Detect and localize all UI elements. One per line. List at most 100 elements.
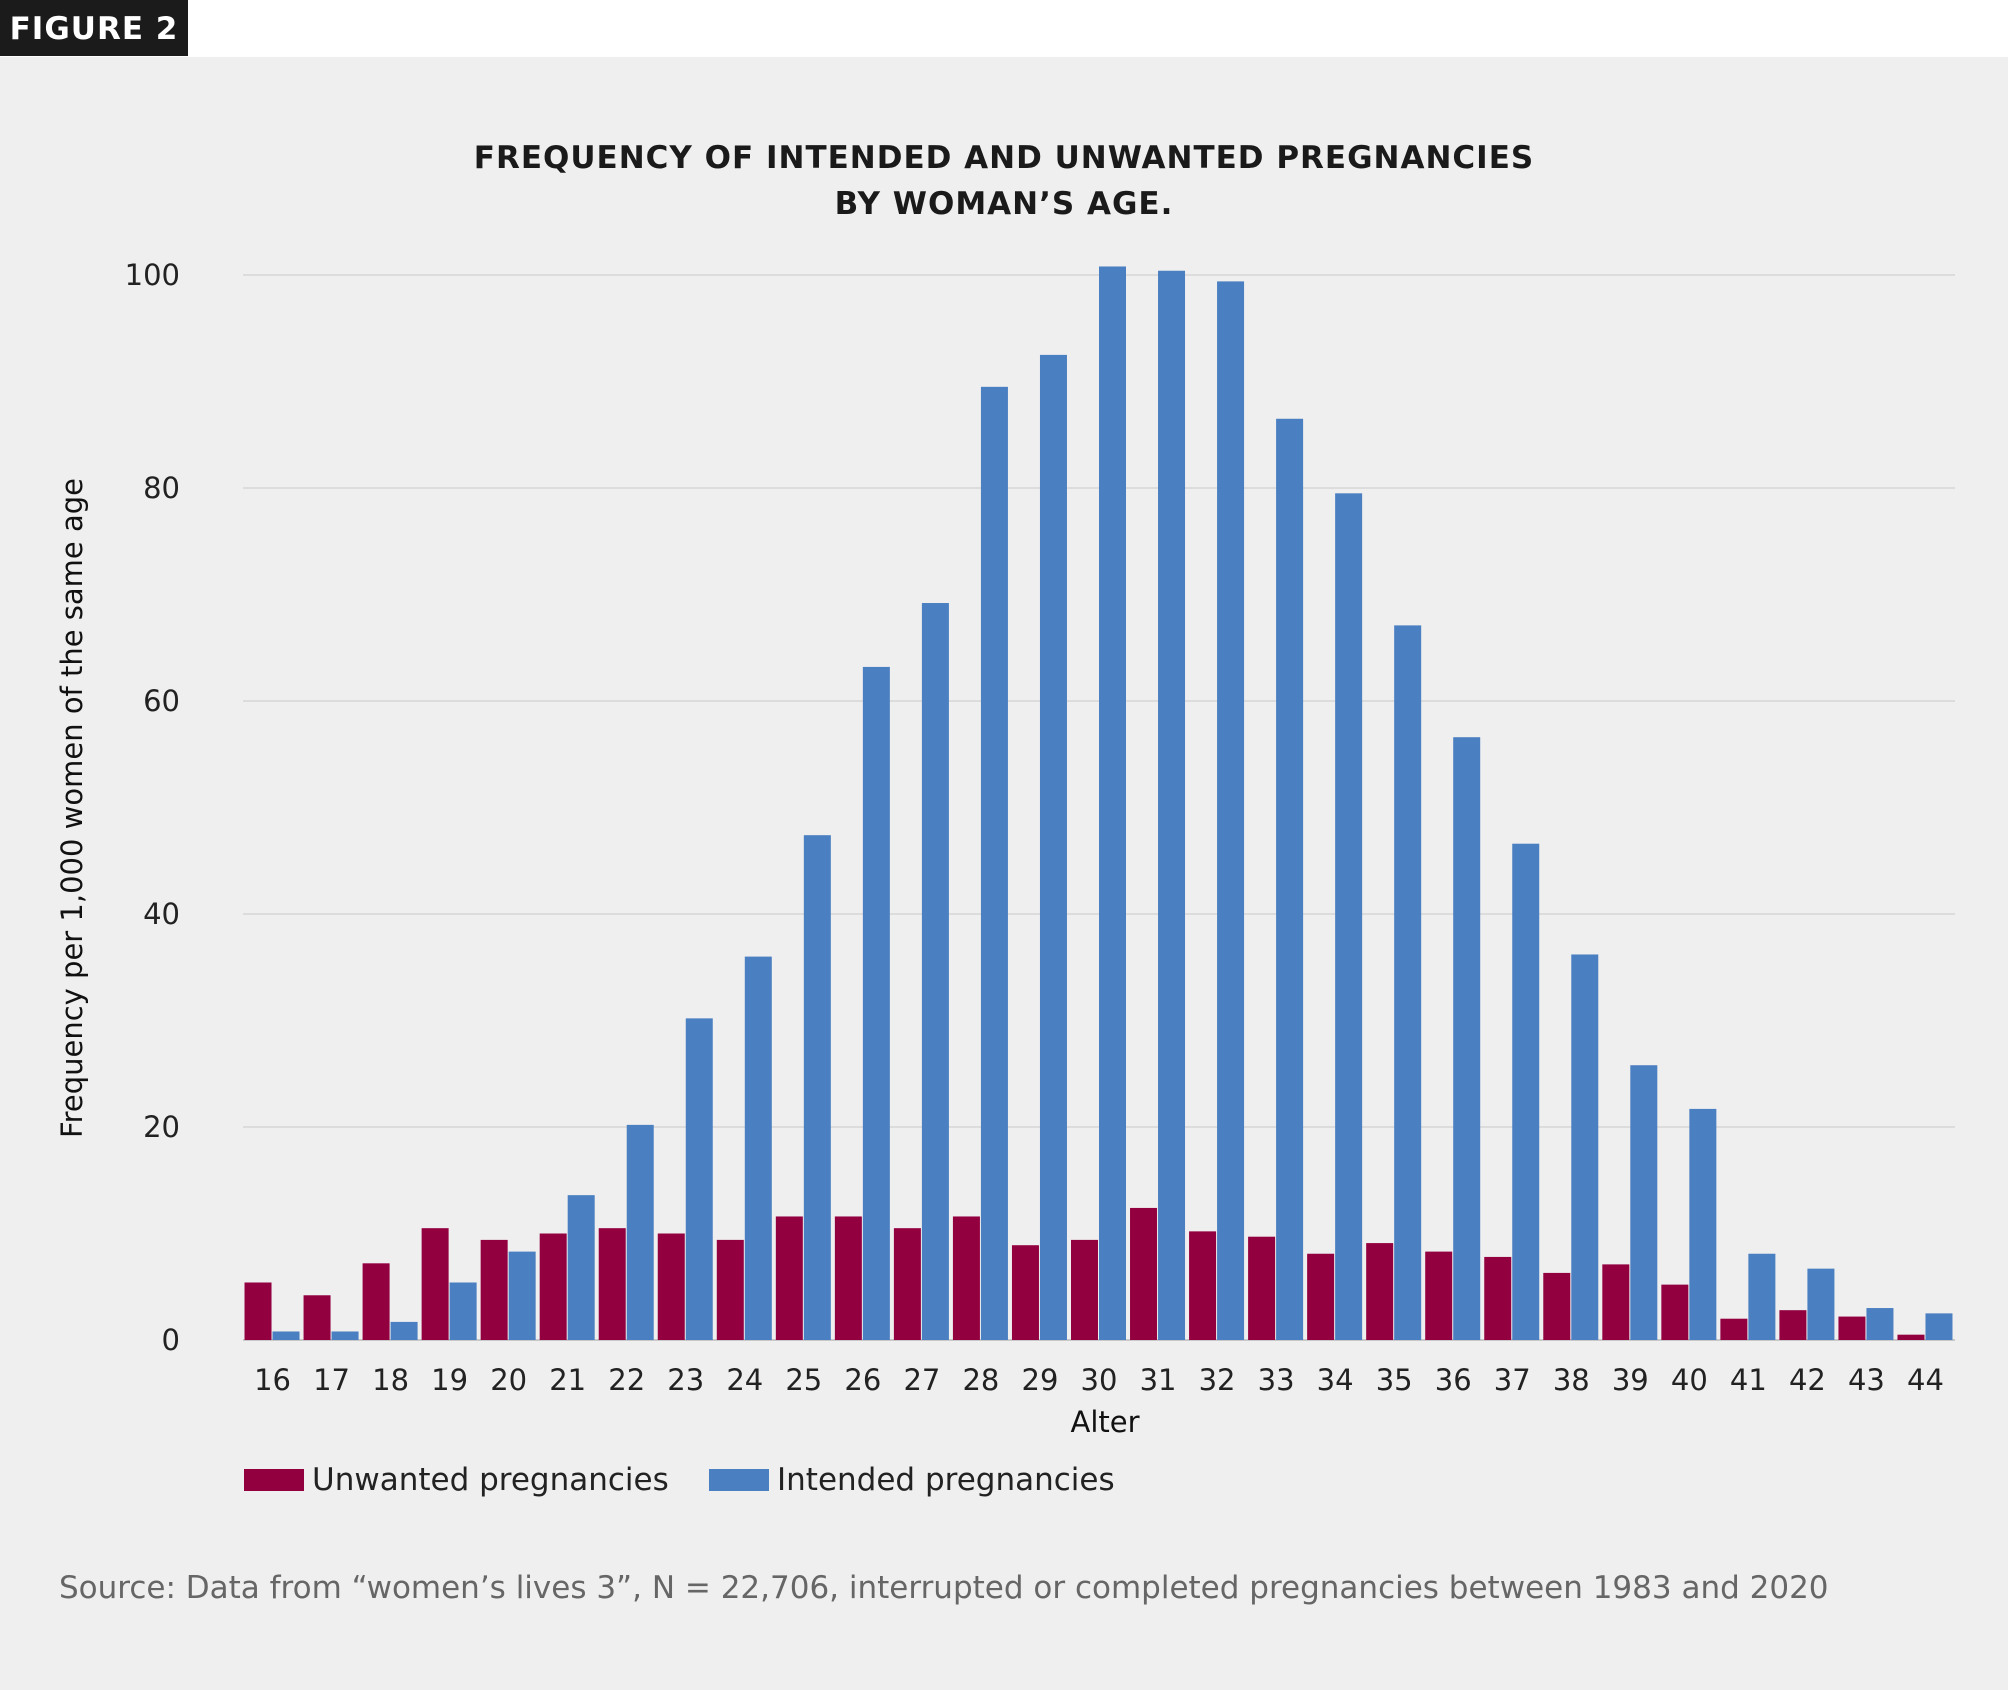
x-tick-label: 34	[1317, 1363, 1354, 1397]
x-tick-label: 29	[1022, 1363, 1059, 1397]
x-tick-label: 23	[667, 1363, 704, 1397]
bar-intended-20	[508, 1251, 536, 1340]
bar-intended-23	[685, 1018, 713, 1340]
bar-unwanted-33	[1248, 1236, 1276, 1340]
bar-intended-39	[1630, 1065, 1658, 1340]
legend-label-intended: Intended pregnancies	[777, 1462, 1115, 1498]
bar-intended-25	[803, 835, 831, 1340]
x-tick-label: 21	[549, 1363, 586, 1397]
bar-intended-35	[1394, 625, 1422, 1340]
x-tick-label: 24	[726, 1363, 763, 1397]
x-tick-label: 41	[1730, 1363, 1767, 1397]
legend-item-unwanted: Unwanted pregnancies	[244, 1462, 669, 1498]
bar-unwanted-25	[775, 1216, 803, 1340]
y-tick-label: 100	[125, 258, 180, 292]
bar-unwanted-40	[1661, 1284, 1689, 1340]
x-tick-label: 42	[1789, 1363, 1826, 1397]
bar-intended-21	[567, 1195, 595, 1340]
x-tick-label: 27	[903, 1363, 940, 1397]
bar-unwanted-39	[1602, 1264, 1630, 1340]
x-axis-label: Alter	[1070, 1405, 1139, 1439]
bar-intended-41	[1748, 1253, 1776, 1340]
bar-intended-43	[1866, 1308, 1894, 1340]
x-tick-label: 33	[1258, 1363, 1295, 1397]
bar-intended-29	[1039, 354, 1067, 1340]
chart-title-line-2: BY WOMAN’S AGE.	[834, 186, 1174, 222]
bar-unwanted-19	[421, 1228, 449, 1340]
bar-unwanted-38	[1543, 1272, 1571, 1340]
x-tick-label: 39	[1612, 1363, 1649, 1397]
bar-unwanted-20	[480, 1239, 508, 1340]
x-tick-label: 31	[1140, 1363, 1177, 1397]
bar-unwanted-42	[1779, 1310, 1807, 1340]
bar-unwanted-24	[716, 1239, 744, 1340]
x-tick-label: 19	[431, 1363, 468, 1397]
bar-unwanted-29	[1011, 1245, 1039, 1340]
bar-intended-40	[1689, 1108, 1717, 1340]
bar-unwanted-17	[303, 1295, 331, 1340]
bar-intended-37	[1512, 843, 1540, 1340]
bar-intended-36	[1453, 737, 1481, 1340]
x-tick-label: 17	[313, 1363, 350, 1397]
legend-item-intended: Intended pregnancies	[709, 1462, 1115, 1498]
source-note: Source: Data from “women’s lives 3”, N =…	[59, 1570, 1829, 1606]
x-tick-label: 16	[254, 1363, 291, 1397]
x-tick-label: 28	[962, 1363, 999, 1397]
bar-unwanted-26	[834, 1216, 862, 1340]
bar-intended-28	[980, 386, 1008, 1340]
bar-intended-16	[272, 1331, 300, 1340]
bar-unwanted-34	[1307, 1253, 1335, 1340]
bar-unwanted-37	[1484, 1256, 1512, 1340]
bar-unwanted-22	[598, 1228, 626, 1340]
y-tick-label: 40	[143, 897, 180, 931]
x-tick-label: 43	[1848, 1363, 1885, 1397]
bar-intended-26	[862, 666, 890, 1340]
x-tick-label: 22	[608, 1363, 645, 1397]
chart-title-line-1: FREQUENCY OF INTENDED AND UNWANTED PREGN…	[473, 140, 1535, 176]
bar-unwanted-27	[893, 1228, 921, 1340]
bar-unwanted-21	[539, 1233, 567, 1340]
bar-intended-19	[449, 1282, 477, 1340]
x-tick-label: 44	[1907, 1363, 1944, 1397]
x-tick-label: 40	[1671, 1363, 1708, 1397]
x-tick-label: 30	[1081, 1363, 1118, 1397]
bar-intended-34	[1335, 493, 1363, 1340]
x-tick-label: 26	[844, 1363, 881, 1397]
bar-unwanted-28	[952, 1216, 980, 1340]
y-tick-label: 20	[143, 1110, 180, 1144]
bar-unwanted-41	[1720, 1318, 1748, 1340]
legend-label-unwanted: Unwanted pregnancies	[312, 1462, 669, 1498]
bar-unwanted-16	[244, 1282, 272, 1340]
bar-unwanted-44	[1897, 1334, 1925, 1340]
bar-intended-33	[1276, 418, 1304, 1340]
x-tick-label: 37	[1494, 1363, 1531, 1397]
bar-unwanted-43	[1838, 1316, 1866, 1340]
bar-intended-18	[390, 1321, 418, 1340]
x-tick-label: 36	[1435, 1363, 1472, 1397]
bar-unwanted-31	[1130, 1207, 1158, 1340]
bar-intended-32	[1217, 281, 1245, 1340]
bar-intended-22	[626, 1124, 654, 1340]
x-tick-label: 20	[490, 1363, 527, 1397]
bar-unwanted-35	[1366, 1243, 1394, 1340]
bar-unwanted-30	[1071, 1239, 1098, 1340]
x-tick-label: 35	[1376, 1363, 1413, 1397]
bar-intended-27	[921, 603, 949, 1340]
legend-swatch-unwanted	[244, 1469, 304, 1491]
bar-intended-17	[331, 1331, 359, 1340]
bar-intended-24	[744, 956, 772, 1340]
x-tick-label: 18	[372, 1363, 409, 1397]
bar-unwanted-18	[362, 1263, 390, 1340]
bar-intended-38	[1571, 954, 1599, 1340]
bar-unwanted-23	[657, 1233, 685, 1340]
legend-swatch-intended	[709, 1469, 769, 1491]
y-tick-label: 0	[162, 1323, 180, 1357]
x-tick-label: 25	[785, 1363, 822, 1397]
x-tick-label: 32	[1199, 1363, 1236, 1397]
bar-intended-30	[1099, 266, 1126, 1341]
bar-unwanted-32	[1189, 1231, 1217, 1340]
bar-intended-42	[1807, 1268, 1835, 1340]
figure-label: FIGURE 2	[0, 0, 188, 56]
y-tick-label: 60	[143, 684, 180, 718]
x-tick-label: 38	[1553, 1363, 1590, 1397]
